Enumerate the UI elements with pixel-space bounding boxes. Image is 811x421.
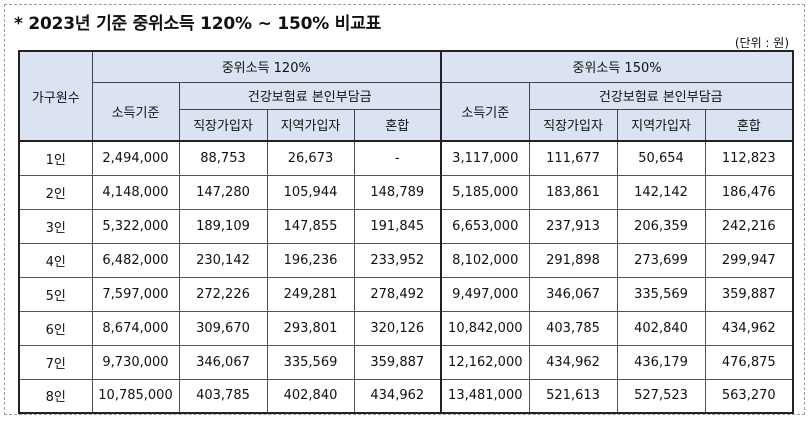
cell-mixed-150: 476,875 <box>704 344 794 380</box>
cell-household: 6인 <box>18 310 93 346</box>
cell-income-150: 6,653,000 <box>440 208 530 244</box>
cell-regional-120: 335,569 <box>266 344 355 380</box>
document-frame <box>4 4 805 415</box>
table-row: 4인 6,482,000 230,142 196,236 233,952 8,1… <box>18 242 794 278</box>
cell-employee-150: 111,677 <box>528 140 618 176</box>
cell-employee-120: 346,067 <box>178 344 268 380</box>
unit-label: (단위 : 원) <box>734 36 789 50</box>
cell-mixed-120: 278,492 <box>353 276 442 312</box>
cell-regional-150: 527,523 <box>616 378 706 414</box>
cell-income-120: 8,674,000 <box>91 310 180 346</box>
cell-employee-120: 189,109 <box>178 208 268 244</box>
cell-employee-150: 237,913 <box>528 208 618 244</box>
header-group-120: 중위소득 120% <box>91 50 442 83</box>
header-premium-120: 건강보험료 본인부담금 <box>178 81 442 110</box>
comparison-table: 가구원수 중위소득 120% 중위소득 150% 소득기준 건강보험료 본인부담… <box>18 50 795 414</box>
cell-employee-150: 434,962 <box>528 344 618 380</box>
cell-mixed-150: 299,947 <box>704 242 794 278</box>
cell-regional-120: 196,236 <box>266 242 355 278</box>
cell-employee-150: 183,861 <box>528 174 618 210</box>
cell-household: 2인 <box>18 174 93 210</box>
header-employee-120: 직장가입자 <box>178 108 268 142</box>
header-mixed-150: 혼합 <box>704 108 794 142</box>
header-employee-150: 직장가입자 <box>528 108 618 142</box>
header-income-basis-120: 소득기준 <box>91 81 180 142</box>
cell-income-150: 9,497,000 <box>440 276 530 312</box>
header-mixed-120: 혼합 <box>353 108 442 142</box>
cell-income-120: 2,494,000 <box>91 140 180 176</box>
cell-mixed-120: 434,962 <box>353 378 442 414</box>
cell-household: 1인 <box>18 140 93 176</box>
table-row: 1인 2,494,000 88,753 26,673 - 3,117,000 1… <box>18 140 794 176</box>
cell-mixed-120: 191,845 <box>353 208 442 244</box>
cell-income-150: 10,842,000 <box>440 310 530 346</box>
cell-regional-150: 436,179 <box>616 344 706 380</box>
table-row: 7인 9,730,000 346,067 335,569 359,887 12,… <box>18 344 794 380</box>
header-regional-150: 지역가입자 <box>616 108 706 142</box>
cell-employee-120: 230,142 <box>178 242 268 278</box>
table-row: 3인 5,322,000 189,109 147,855 191,845 6,6… <box>18 208 794 244</box>
page-title: * 2023년 기준 중위소득 120% ~ 150% 비교표 <box>14 14 382 34</box>
header-premium-150: 건강보험료 본인부담금 <box>528 81 794 110</box>
cell-mixed-120: 359,887 <box>353 344 442 380</box>
cell-mixed-150: 112,823 <box>704 140 794 176</box>
header-household: 가구원수 <box>18 50 93 142</box>
cell-income-150: 3,117,000 <box>440 140 530 176</box>
cell-regional-150: 273,699 <box>616 242 706 278</box>
cell-employee-150: 521,613 <box>528 378 618 414</box>
cell-mixed-150: 359,887 <box>704 276 794 312</box>
cell-regional-120: 249,281 <box>266 276 355 312</box>
cell-employee-120: 88,753 <box>178 140 268 176</box>
cell-household: 4인 <box>18 242 93 278</box>
cell-employee-120: 403,785 <box>178 378 268 414</box>
cell-household: 8인 <box>18 378 93 414</box>
cell-employee-120: 147,280 <box>178 174 268 210</box>
table-row: 2인 4,148,000 147,280 105,944 148,789 5,1… <box>18 174 794 210</box>
cell-regional-120: 293,801 <box>266 310 355 346</box>
header-regional-120: 지역가입자 <box>266 108 355 142</box>
cell-employee-150: 346,067 <box>528 276 618 312</box>
cell-household: 7인 <box>18 344 93 380</box>
cell-income-120: 7,597,000 <box>91 276 180 312</box>
cell-regional-150: 402,840 <box>616 310 706 346</box>
cell-income-120: 6,482,000 <box>91 242 180 278</box>
cell-mixed-120: - <box>353 140 442 176</box>
cell-regional-150: 206,359 <box>616 208 706 244</box>
cell-mixed-120: 233,952 <box>353 242 442 278</box>
header-group-150: 중위소득 150% <box>440 50 794 83</box>
cell-mixed-120: 148,789 <box>353 174 442 210</box>
cell-household: 3인 <box>18 208 93 244</box>
header-income-basis-150: 소득기준 <box>440 81 530 142</box>
cell-employee-150: 403,785 <box>528 310 618 346</box>
cell-regional-150: 335,569 <box>616 276 706 312</box>
cell-regional-120: 147,855 <box>266 208 355 244</box>
cell-employee-120: 272,226 <box>178 276 268 312</box>
cell-income-120: 9,730,000 <box>91 344 180 380</box>
cell-mixed-150: 242,216 <box>704 208 794 244</box>
cell-mixed-150: 434,962 <box>704 310 794 346</box>
table-row: 5인 7,597,000 272,226 249,281 278,492 9,4… <box>18 276 794 312</box>
cell-household: 5인 <box>18 276 93 312</box>
cell-regional-120: 26,673 <box>266 140 355 176</box>
cell-employee-150: 291,898 <box>528 242 618 278</box>
cell-income-120: 10,785,000 <box>91 378 180 414</box>
cell-regional-150: 50,654 <box>616 140 706 176</box>
cell-regional-120: 105,944 <box>266 174 355 210</box>
cell-income-150: 12,162,000 <box>440 344 530 380</box>
table-row: 8인 10,785,000 403,785 402,840 434,962 13… <box>18 378 794 414</box>
cell-income-150: 8,102,000 <box>440 242 530 278</box>
cell-regional-150: 142,142 <box>616 174 706 210</box>
cell-mixed-150: 186,476 <box>704 174 794 210</box>
cell-income-120: 4,148,000 <box>91 174 180 210</box>
cell-regional-120: 402,840 <box>266 378 355 414</box>
table-row: 6인 8,674,000 309,670 293,801 320,126 10,… <box>18 310 794 346</box>
cell-mixed-150: 563,270 <box>704 378 794 414</box>
cell-income-120: 5,322,000 <box>91 208 180 244</box>
cell-employee-120: 309,670 <box>178 310 268 346</box>
cell-mixed-120: 320,126 <box>353 310 442 346</box>
cell-income-150: 13,481,000 <box>440 378 530 414</box>
cell-income-150: 5,185,000 <box>440 174 530 210</box>
